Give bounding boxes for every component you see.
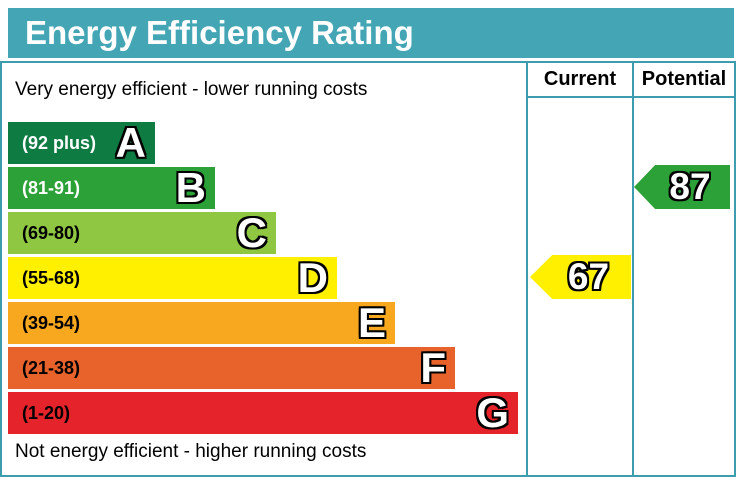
potential-rating-value: 87 [669, 166, 711, 207]
current-rating-arrow: 67 [530, 255, 631, 299]
band-row-f: (21-38) F [8, 347, 455, 389]
bottom-note: Not energy efficient - higher running co… [15, 441, 367, 462]
band-letter: C [236, 209, 267, 256]
header-underline [526, 96, 734, 98]
chart-box: Current Potential Very energy efficient … [0, 61, 736, 477]
top-note: Very energy efficient - lower running co… [15, 79, 368, 100]
band-letter: B [175, 164, 206, 211]
band-range-label: (92 plus) [22, 132, 97, 153]
band-row-c: (69-80) C [8, 212, 276, 254]
band-range-label: (1-20) [22, 402, 71, 423]
band-letter: F [420, 344, 446, 391]
band-letter: D [297, 254, 328, 301]
band-range-label: (39-54) [22, 312, 81, 333]
band-range-label: (81-91) [22, 177, 81, 198]
page-title: Energy Efficiency Rating [25, 14, 414, 51]
current-rating-value: 67 [567, 256, 610, 297]
potential-rating-arrow: 87 [634, 165, 730, 209]
band-row-g: (1-20) G [8, 392, 518, 434]
band-row-d: (55-68) D [8, 257, 337, 299]
band-letter: A [115, 119, 146, 166]
band-row-e: (39-54) E [8, 302, 395, 344]
band-letter: G [476, 389, 509, 436]
band-range-label: (69-80) [22, 222, 81, 243]
title-bar: Energy Efficiency Rating [8, 8, 734, 58]
header-current: Current [543, 68, 617, 90]
header-potential: Potential [641, 68, 727, 90]
band-range-label: (21-38) [22, 357, 81, 378]
band-row-b: (81-91) B [8, 167, 215, 209]
band-range-label: (55-68) [22, 267, 81, 288]
band-row-a: (92 plus) A [8, 122, 155, 164]
column-divider-potential [632, 63, 634, 475]
band-letter: E [357, 299, 386, 346]
column-divider-current [526, 63, 528, 475]
